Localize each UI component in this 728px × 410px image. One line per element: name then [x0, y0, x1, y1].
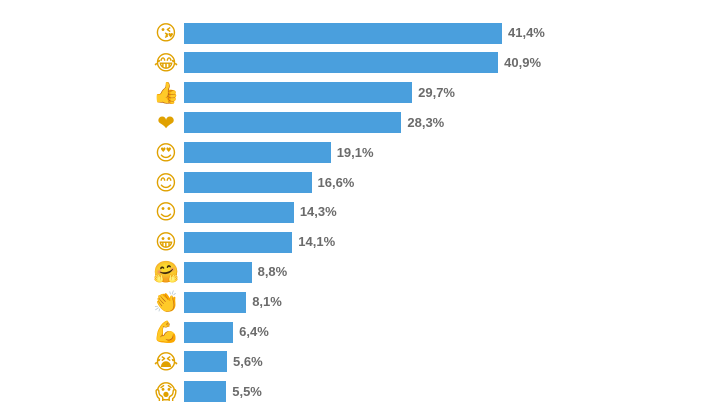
bar	[184, 22, 502, 44]
data-label: 8,1%	[252, 294, 282, 310]
bar	[184, 231, 293, 253]
data-label: 14,1%	[298, 234, 336, 250]
bar	[184, 142, 331, 164]
screaming-face-emoji: 😱	[155, 379, 177, 404]
heart-eyes-emoji: 😍	[155, 140, 177, 165]
red-heart-emoji: ❤	[157, 110, 175, 135]
relieved-smile-emoji: ☺	[155, 200, 177, 225]
bar	[184, 201, 294, 223]
bar	[184, 261, 252, 283]
data-label: 41,4%	[508, 25, 545, 40]
data-label: 5,5%	[232, 383, 262, 399]
hugging-face-emoji: 🤗	[153, 260, 180, 285]
data-label: 28,3%	[407, 114, 445, 130]
data-label: 8,8%	[257, 264, 288, 280]
data-label: 40,9%	[504, 54, 542, 70]
data-label: 29,7%	[418, 84, 455, 100]
bar	[184, 381, 227, 403]
data-label: 19,1%	[336, 144, 374, 160]
crying-face-emoji: 😭	[153, 349, 179, 374]
clapping-hands-emoji: 👏	[153, 290, 180, 315]
bar	[184, 172, 312, 193]
bar	[184, 351, 227, 373]
data-label: 5,6%	[233, 353, 263, 369]
bar	[184, 291, 247, 313]
bar	[184, 82, 413, 104]
bar	[184, 321, 234, 343]
data-label: 16,6%	[317, 174, 355, 190]
bar	[184, 112, 402, 134]
smiling-eyes-emoji: 😊	[155, 170, 177, 195]
thumbs-up-emoji: 👍	[153, 80, 180, 105]
kissing-face-with-heart-emoji: 😘	[155, 21, 177, 45]
tears-of-joy-emoji: 😂	[153, 50, 179, 75]
data-label: 6,4%	[239, 324, 269, 339]
grinning-face-emoji: 😀	[155, 230, 177, 255]
data-label: 14,3%	[299, 204, 337, 220]
bar	[184, 52, 499, 74]
flexed-biceps-emoji: 💪	[153, 320, 180, 344]
